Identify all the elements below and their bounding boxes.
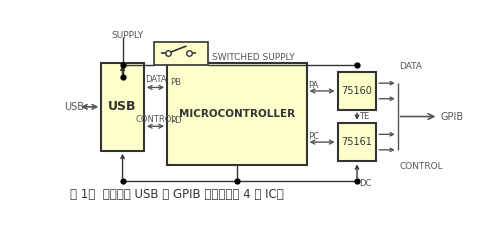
Text: MICROCONTROLLER: MICROCONTROLLER [179,109,295,119]
Text: SWITCHED SUPPLY: SWITCHED SUPPLY [212,53,294,62]
Text: DATA: DATA [400,62,422,71]
Text: PC: PC [308,132,320,141]
Text: DATA: DATA [144,75,167,84]
Text: DC: DC [359,179,372,188]
Text: USB: USB [64,102,84,112]
Text: USB: USB [108,100,137,113]
Text: 75161: 75161 [342,137,372,147]
Text: SUPPLY: SUPPLY [111,31,143,40]
Bar [338,71,376,110]
Text: 75160: 75160 [342,86,372,96]
Text: PD: PD [170,116,182,125]
Text: PA: PA [308,81,319,90]
Bar [167,63,306,165]
Bar [338,123,376,161]
Text: PB: PB [170,78,181,87]
Bar [101,63,144,151]
Text: CONTROL: CONTROL [400,162,444,171]
Text: TE: TE [359,112,369,121]
Text: CONTROL: CONTROL [135,115,176,124]
Text: GPIB: GPIB [440,112,464,122]
Bar [154,42,208,65]
Text: 图 1，  这种基于 USB 的 GPIB 控制器只需 4 块 IC。: 图 1， 这种基于 USB 的 GPIB 控制器只需 4 块 IC。 [70,188,284,202]
